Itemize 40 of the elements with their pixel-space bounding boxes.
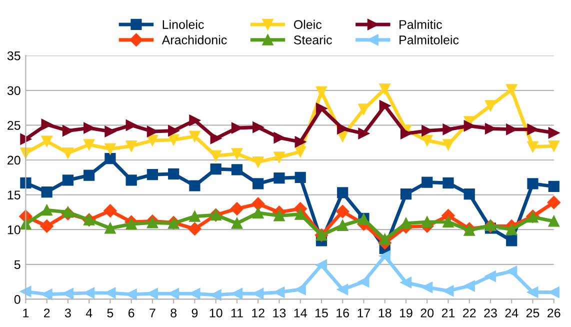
- x-tick-label: 10: [210, 308, 222, 318]
- x-tick-label: 11: [231, 308, 243, 318]
- x-tick-label: 21: [442, 308, 455, 318]
- x-tick-label: 3: [64, 308, 71, 318]
- x-tick-label: 7: [150, 308, 156, 318]
- legend-label: Palmitic: [400, 20, 442, 29]
- x-tick-label: 5: [107, 308, 114, 318]
- legend-label: Stearic: [294, 35, 332, 44]
- x-tick-label: 4: [86, 308, 92, 318]
- x-tick-label: 22: [463, 308, 476, 318]
- x-tick-label: 6: [128, 308, 134, 318]
- x-tick-label: 2: [44, 308, 50, 318]
- y-tick-label: 0: [14, 295, 20, 304]
- x-tick-label: 23: [484, 308, 497, 318]
- y-tick-label: 5: [14, 260, 20, 270]
- y-tick-label: 10: [8, 225, 20, 234]
- y-tick-label: 30: [7, 86, 20, 96]
- x-tick-label: 20: [420, 308, 434, 318]
- y-tick-label: 20: [8, 156, 20, 165]
- x-tick-label: 12: [252, 308, 264, 318]
- x-tick-label: 9: [192, 308, 198, 318]
- x-tick-label: 26: [548, 308, 560, 318]
- x-tick-label: 1: [23, 308, 29, 318]
- legend-label: Arachidonic: [162, 35, 227, 44]
- x-tick-label: 19: [400, 308, 412, 318]
- y-tick-label: 15: [8, 190, 20, 200]
- y-tick-label: 25: [8, 120, 20, 130]
- y-tick-label: 35: [7, 51, 20, 60]
- x-tick-label: 15: [315, 308, 328, 318]
- x-tick-label: 13: [273, 308, 286, 318]
- legend-label: Palmitoleic: [400, 35, 459, 44]
- x-tick-label: 14: [294, 308, 307, 318]
- legend-label: Linoleic: [162, 20, 204, 29]
- x-tick-label: 8: [170, 308, 177, 318]
- x-tick-label: 17: [358, 308, 370, 318]
- x-tick-label: 24: [505, 308, 518, 318]
- x-tick-label: 18: [378, 308, 392, 318]
- x-tick-label: 25: [526, 308, 540, 318]
- legend-label: Oleic: [294, 20, 322, 29]
- x-tick-label: 16: [336, 308, 350, 318]
